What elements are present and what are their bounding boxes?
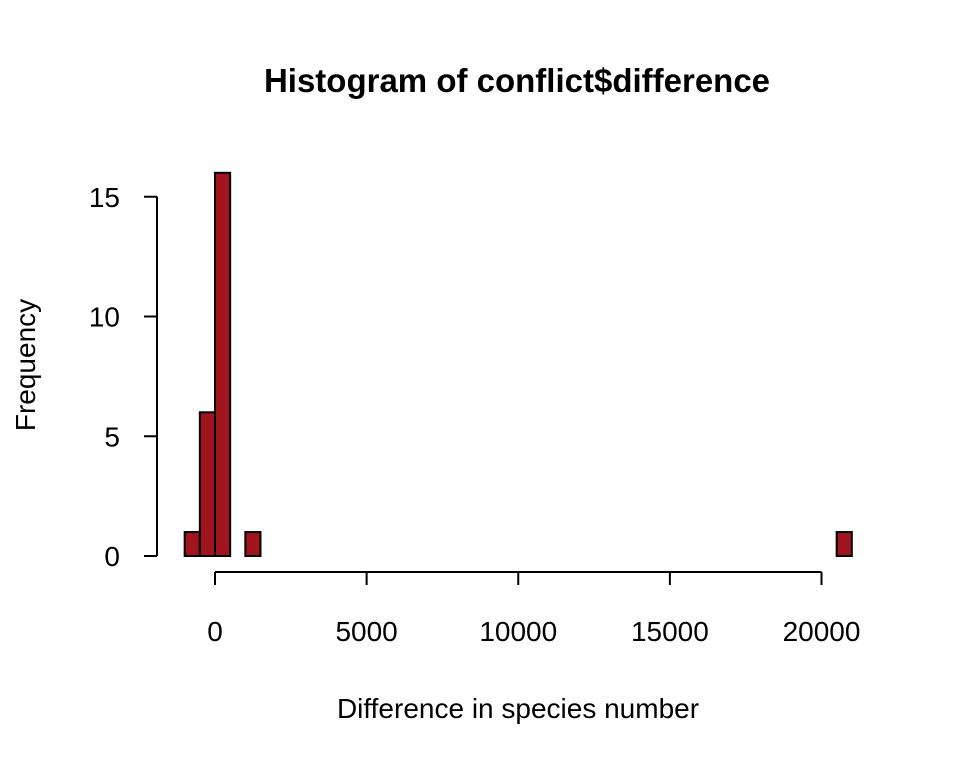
x-tick-label-3: 15000 [631,616,709,647]
histogram-bar-6 [835,531,853,557]
y-tick-label-3: 15 [89,182,120,213]
x-axis: 0 5000 10000 15000 20000 [207,571,861,647]
y-tick-label-2: 10 [89,302,120,333]
chart-title: Histogram of conflict$difference [264,62,770,99]
x-tick-label-0: 0 [207,616,223,647]
y-tick-label-1: 5 [104,421,120,452]
histogram-bar-4 [244,531,262,557]
x-tick-label-4: 20000 [783,616,861,647]
histogram-bar-0 [183,531,201,557]
histogram-bar-1 [198,411,216,557]
x-axis-label: Difference in species number [337,693,699,724]
y-axis-label: Frequency [10,299,41,431]
y-axis: 0 5 10 15 [89,182,158,572]
x-tick-label-2: 10000 [479,616,557,647]
x-tick-label-1: 5000 [335,616,397,647]
histogram-bar-2 [214,171,232,558]
y-tick-label-0: 0 [104,541,120,572]
bars-layer [183,171,853,558]
